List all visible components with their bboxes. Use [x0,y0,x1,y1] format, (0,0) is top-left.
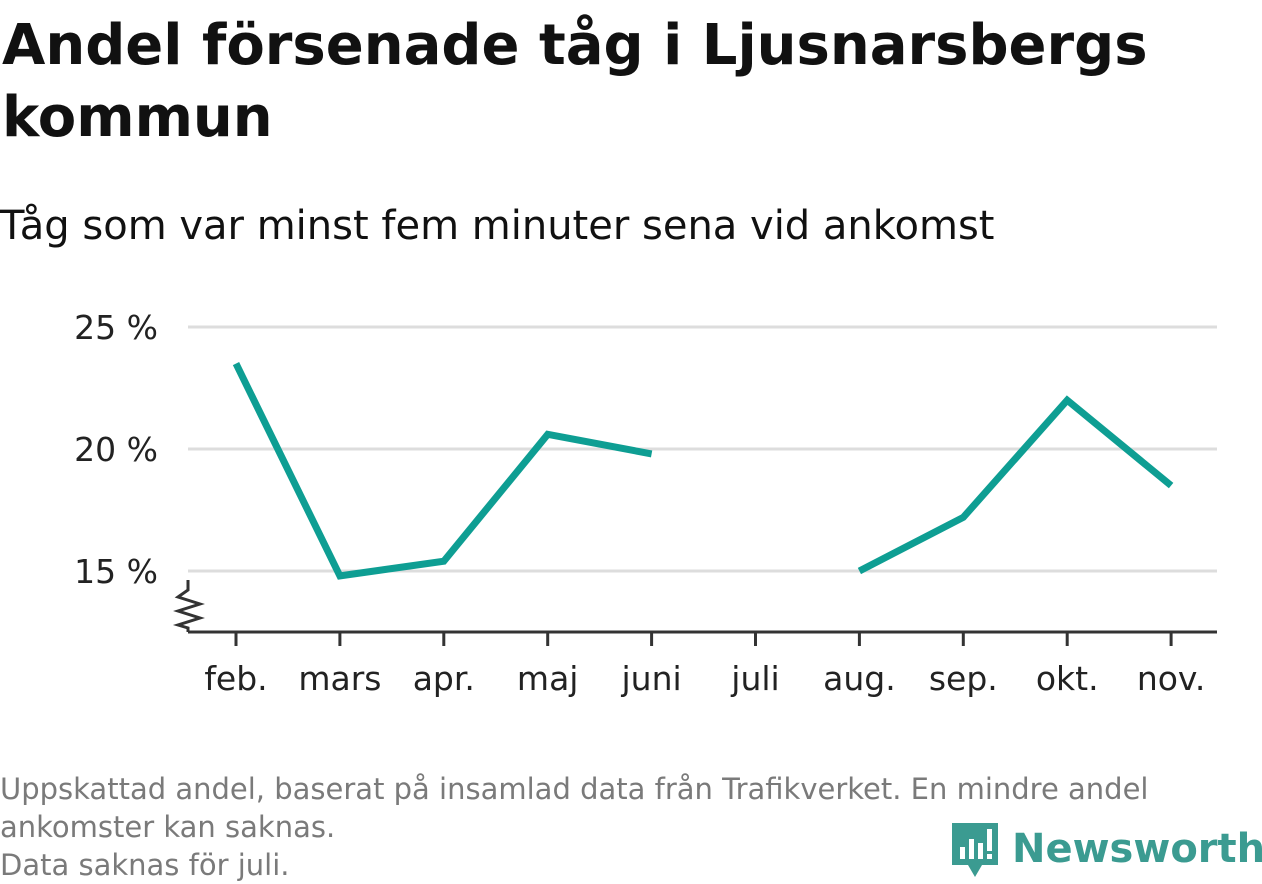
x-axis-ticks: feb. mars apr. maj juni juli aug. sep. okt. nov. [204,632,1205,698]
x-axis [172,580,1217,634]
x-tick-label: mars [298,659,381,698]
x-tick-label: apr. [413,659,475,698]
y-tick-label: 25 % [74,308,158,347]
grid-lines [188,325,1217,573]
x-tick-label: sep. [929,659,998,698]
y-axis-ticks: 15 % 20 % 25 % [74,308,158,591]
x-tick-label: juli [730,659,779,698]
newsworthy-logo-icon [952,823,998,877]
y-tick-label: 20 % [74,430,158,469]
axis-break-icon [172,580,205,632]
footer-note-line2: ankomster kan saknas. [0,810,336,844]
series-line-segment [232,362,653,580]
x-tick-label: feb. [204,659,267,698]
footer-note-line1: Uppskattad andel, baserat på insamlad da… [0,772,1149,806]
newsworthy-logo: Newsworthy [950,818,1262,880]
x-tick-label: okt. [1036,659,1099,698]
series-line-segment [857,395,1174,575]
chart-subtitle: Tåg som var minst fem minuter sena vid a… [0,203,995,249]
x-tick-label: nov. [1137,659,1206,698]
y-tick-label: 15 % [74,552,158,591]
chart-title: Andel försenade tåg i Ljusnarsbergs komm… [2,13,1148,150]
series-lines [232,362,1174,580]
newsworthy-logo-text: Newsworthy [1012,826,1262,872]
x-tick-label: aug. [823,659,896,698]
chart-footer: Uppskattad andel, baserat på insamlad da… [0,770,1250,884]
footer-note-line3: Data saknas för juli. [0,848,290,882]
x-tick-label: juni [621,659,682,698]
x-tick-label: maj [517,659,579,698]
